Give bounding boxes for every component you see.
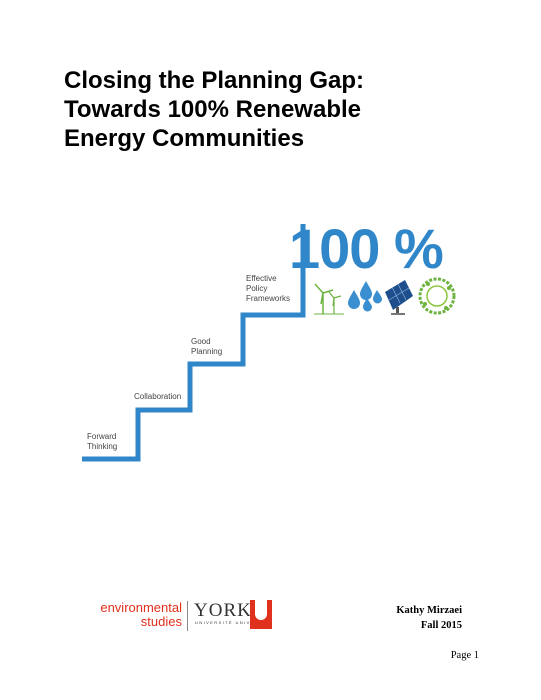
york-u-logo-icon <box>250 600 272 629</box>
author-term: Fall 2015 <box>420 620 462 631</box>
title-line-1: Closing the Planning Gap: <box>64 67 364 94</box>
document-title: Closing the Planning Gap: Towards 100% R… <box>64 66 484 153</box>
title-line-3: Energy Communities <box>64 125 305 152</box>
environmental-studies-logo: environmental studies <box>86 601 182 629</box>
staircase-line <box>82 224 306 462</box>
logo-line-studies: studies <box>140 614 182 629</box>
step-label-effective-policy: Effective Policy Frameworks <box>246 274 290 303</box>
wind-turbine-icon <box>314 283 344 315</box>
step-label-collaboration: Collaboration <box>134 392 181 401</box>
york-logo-text: YORK <box>194 600 252 621</box>
headline-100-percent: 100 % <box>289 217 443 280</box>
title-line-2: Towards 100% Renewable <box>64 96 361 123</box>
water-drops-icon <box>348 281 382 312</box>
step-label-forward-thinking: Forward Thinking <box>87 432 119 451</box>
solar-panel-icon <box>385 280 413 315</box>
logo-line-environmental: environmental <box>100 600 182 615</box>
author-name: Kathy Mirzaei <box>396 605 462 616</box>
logo-divider <box>187 601 188 631</box>
author-block: Kathy Mirzaei Fall 2015 <box>360 603 462 633</box>
step-label-good-planning: Good Planning <box>191 337 222 356</box>
page-number: Page 1 <box>450 650 479 661</box>
york-logo-subtext: UNIVERSITÉ UNIVERSITY <box>195 620 274 625</box>
green-earth-icon <box>418 277 456 315</box>
